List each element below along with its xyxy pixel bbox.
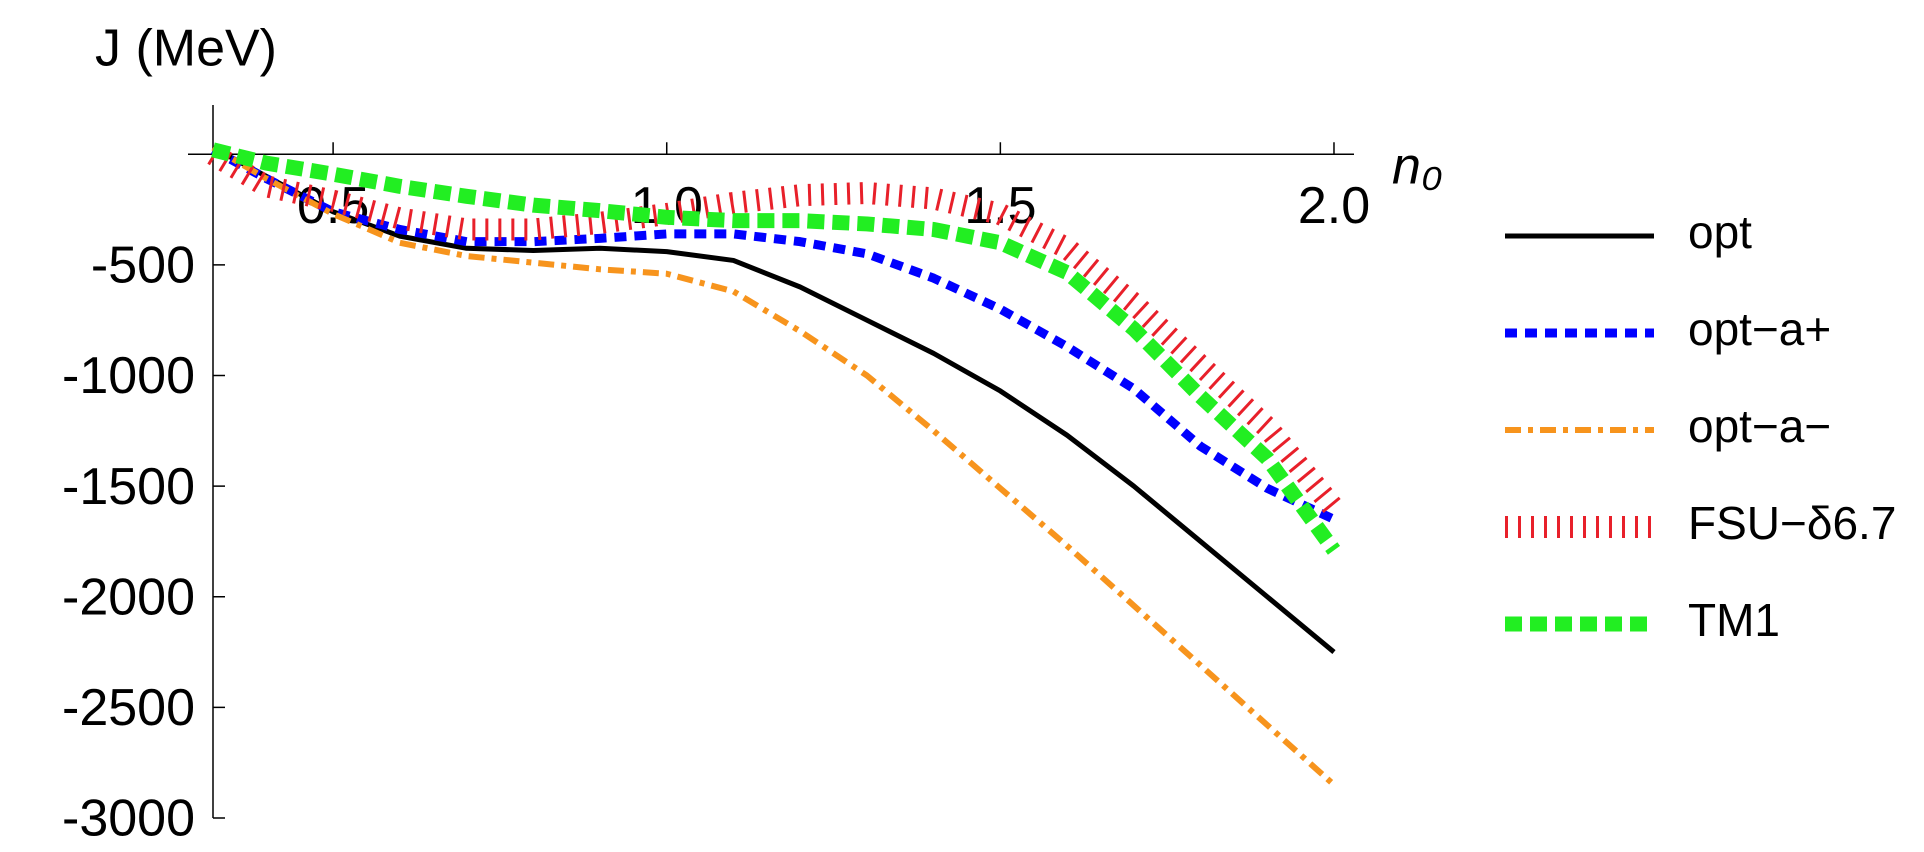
legend-label: opt−a− [1688,400,1831,452]
legend-label: FSU−δ6.7 [1688,497,1896,549]
y-axis-label: J (MeV) [95,20,277,78]
series-line [211,142,1341,555]
y-tick-label: -1500 [62,458,195,516]
series-line [211,145,1336,788]
y-tick-label: -2000 [62,568,195,626]
y-tick-label: -3000 [62,790,195,848]
legend-label: opt [1688,206,1752,258]
y-tick-label: -500 [91,237,195,295]
x-axis-label: n₀ [1392,138,1443,196]
series-line [207,144,1343,516]
legend-label: TM1 [1688,594,1780,646]
y-tick-label: -1000 [62,347,195,405]
y-tick-label: -2500 [62,679,195,737]
series-line [211,145,1336,654]
series-line [210,145,1336,524]
x-tick-label: 2.0 [1298,177,1370,235]
legend-label: opt−a+ [1688,303,1831,355]
